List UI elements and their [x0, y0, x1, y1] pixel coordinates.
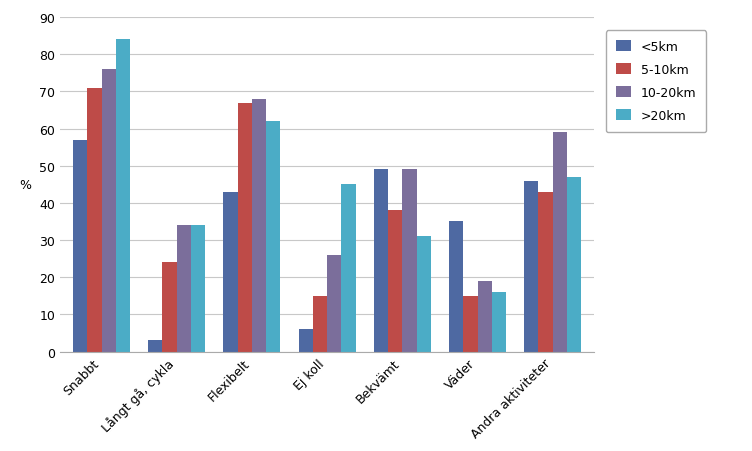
- Bar: [102, 70, 116, 352]
- Bar: [524, 181, 538, 352]
- Bar: [388, 211, 402, 352]
- Bar: [148, 341, 162, 352]
- Bar: [374, 170, 388, 352]
- Bar: [191, 226, 205, 352]
- Bar: [299, 330, 313, 352]
- Bar: [538, 192, 553, 352]
- Bar: [313, 296, 327, 352]
- Bar: [162, 263, 177, 352]
- Bar: [87, 88, 102, 352]
- Bar: [116, 40, 130, 352]
- Y-axis label: %: %: [20, 179, 32, 191]
- Bar: [402, 170, 417, 352]
- Bar: [238, 103, 252, 352]
- Bar: [463, 296, 478, 352]
- Bar: [478, 281, 492, 352]
- Bar: [341, 185, 356, 352]
- Bar: [327, 255, 341, 352]
- Bar: [567, 178, 581, 352]
- Bar: [177, 226, 191, 352]
- Legend: <5km, 5-10km, 10-20km, >20km: <5km, 5-10km, 10-20km, >20km: [605, 31, 706, 133]
- Bar: [553, 133, 567, 352]
- Bar: [252, 100, 266, 352]
- Bar: [492, 292, 506, 352]
- Bar: [223, 192, 238, 352]
- Bar: [73, 140, 87, 352]
- Bar: [266, 122, 280, 352]
- Bar: [417, 237, 431, 352]
- Bar: [449, 222, 463, 352]
